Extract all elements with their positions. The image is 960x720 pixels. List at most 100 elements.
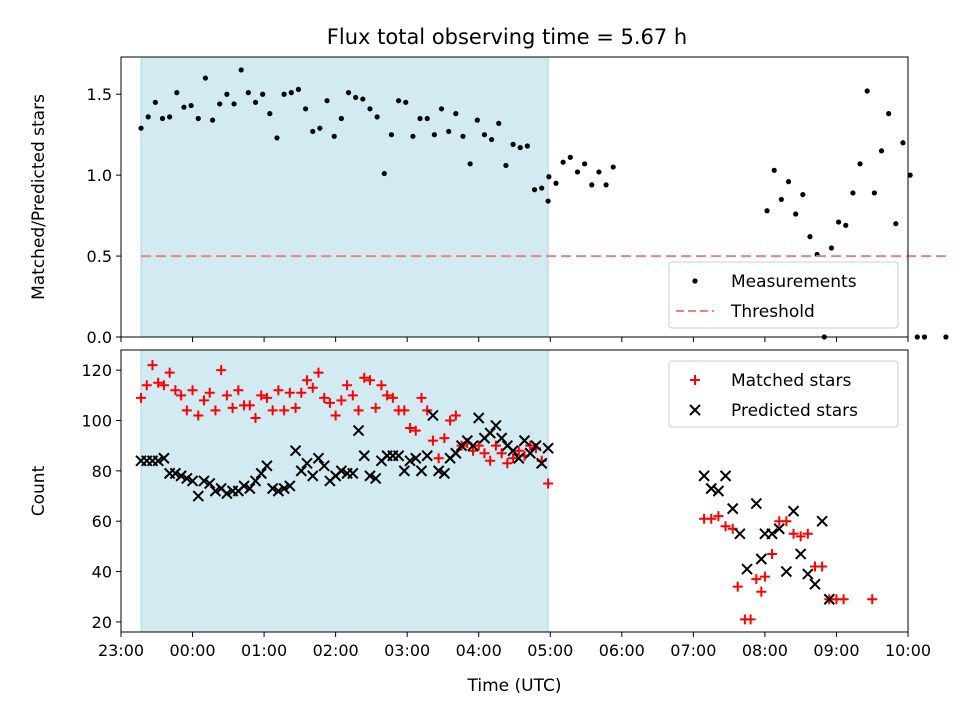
data-point <box>427 435 438 446</box>
data-point <box>198 395 209 406</box>
data-point <box>417 115 423 122</box>
data-point <box>794 548 807 560</box>
data-point <box>159 115 166 122</box>
data-point <box>787 505 800 517</box>
data-point <box>843 222 849 228</box>
data-point <box>553 180 559 186</box>
data-point <box>231 101 237 107</box>
data-point <box>781 516 792 527</box>
data-point <box>719 470 732 482</box>
data-point <box>164 367 175 378</box>
ytick-label: 60 <box>92 512 112 531</box>
legend-marker <box>689 404 701 416</box>
data-point <box>589 182 595 188</box>
data-point <box>502 458 513 469</box>
count-series <box>135 360 878 625</box>
data-point <box>410 133 416 139</box>
data-point <box>424 115 430 122</box>
data-point <box>496 448 507 459</box>
data-point <box>382 390 393 401</box>
xtick-label: 08:00 <box>742 641 788 660</box>
data-point <box>319 392 330 403</box>
data-point <box>181 405 192 416</box>
data-point <box>147 360 158 371</box>
data-point <box>403 99 409 105</box>
data-point <box>141 380 152 391</box>
data-point <box>307 470 319 482</box>
data-point <box>281 91 287 97</box>
data-point <box>510 141 516 147</box>
xtick-label: 07:00 <box>670 641 716 660</box>
data-point <box>352 424 365 437</box>
data-point <box>318 460 330 472</box>
data-point <box>353 405 364 416</box>
data-point <box>545 198 551 204</box>
data-point <box>324 98 330 104</box>
data-point <box>453 111 459 117</box>
data-point <box>518 434 531 447</box>
data-point <box>802 568 814 580</box>
data-point <box>288 90 294 96</box>
legend-marker <box>690 375 700 385</box>
data-point <box>705 482 717 495</box>
data-point <box>336 395 347 406</box>
data-point <box>468 445 479 456</box>
data-point <box>388 132 395 138</box>
data-point <box>331 133 337 139</box>
data-point <box>460 133 466 139</box>
data-point <box>756 586 767 597</box>
ytick-label: 80 <box>92 462 112 481</box>
data-point <box>574 169 581 175</box>
data-point <box>145 114 151 120</box>
data-point <box>210 405 221 416</box>
legend-label: Measurements <box>731 272 857 292</box>
data-point <box>816 515 828 527</box>
data-point <box>807 234 813 240</box>
ytick-label: 100 <box>81 412 112 431</box>
data-point <box>421 450 433 462</box>
data-point <box>302 106 309 112</box>
data-point <box>490 419 502 432</box>
data-point <box>273 385 284 396</box>
xtick-label: 09:00 <box>813 641 859 660</box>
data-point <box>732 581 743 592</box>
data-point <box>192 490 204 502</box>
xtick-label: 10:00 <box>885 641 931 660</box>
data-point <box>490 440 501 451</box>
data-point <box>158 380 169 391</box>
data-point <box>353 94 359 101</box>
data-point <box>227 402 238 413</box>
data-point <box>543 478 554 489</box>
data-point <box>221 390 232 401</box>
data-point <box>261 392 272 403</box>
data-point <box>610 164 616 170</box>
data-point <box>410 425 421 436</box>
data-point <box>433 453 444 464</box>
data-point <box>484 427 496 439</box>
xtick-label: 04:00 <box>456 641 502 660</box>
data-point <box>267 405 278 416</box>
data-point <box>750 497 763 510</box>
data-point <box>415 465 428 477</box>
data-point <box>204 387 215 398</box>
data-point <box>370 402 381 413</box>
data-point <box>481 132 488 138</box>
xtick-label: 05:00 <box>527 641 573 660</box>
data-point <box>759 571 770 582</box>
data-point <box>741 563 753 575</box>
data-point <box>467 161 473 167</box>
data-point <box>432 465 445 477</box>
ratio-axes: 0.0 0.5 1.0 1.5 <box>87 85 909 347</box>
data-point <box>525 440 536 451</box>
data-point <box>367 106 373 112</box>
data-point <box>312 452 325 464</box>
data-point <box>603 182 609 188</box>
data-point <box>764 208 770 214</box>
data-point <box>330 410 341 421</box>
legend-label: Matched stars <box>731 371 851 391</box>
data-point <box>788 528 799 539</box>
data-point <box>338 115 344 122</box>
data-point <box>170 385 181 396</box>
data-point <box>310 128 316 135</box>
data-point <box>174 90 180 96</box>
